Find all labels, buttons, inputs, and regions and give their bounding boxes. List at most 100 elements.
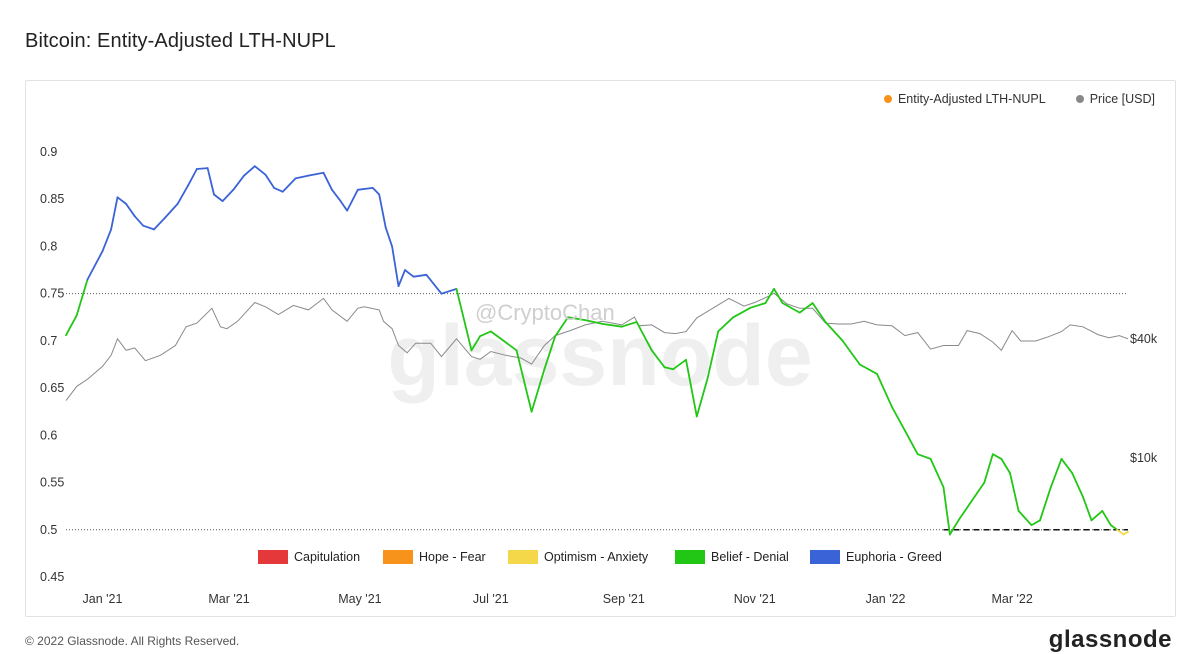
footer-brand-logo: glassnode xyxy=(1048,626,1172,653)
x-tick-label: May '21 xyxy=(338,592,381,606)
nupl-segment xyxy=(891,406,906,432)
nupl-segment xyxy=(153,217,166,231)
x-tick-label: Mar '22 xyxy=(991,592,1032,606)
nupl-segment xyxy=(1030,519,1041,526)
nupl-segment xyxy=(1009,472,1020,512)
nupl-segment xyxy=(1122,530,1129,536)
nupl-segment xyxy=(322,171,333,191)
nupl-segment xyxy=(811,302,827,323)
nupl-segment xyxy=(663,366,675,371)
nupl-segment xyxy=(695,377,709,418)
watermark-handle: @CryptoChan xyxy=(475,300,615,325)
nupl-segment xyxy=(876,372,893,408)
x-tick-label: Sep '21 xyxy=(603,592,645,606)
y-tick-label: 0.55 xyxy=(40,476,64,490)
nupl-segment xyxy=(356,186,374,191)
nupl-segment xyxy=(133,215,145,227)
legend-item-lth-nupl[interactable]: Entity-Adjusted LTH-NUPL xyxy=(883,92,1046,106)
nupl-segment xyxy=(732,306,752,319)
zone-legend-swatch xyxy=(508,550,538,564)
nupl-segment xyxy=(601,322,623,328)
nupl-segment xyxy=(942,486,951,536)
nupl-segment xyxy=(781,302,801,314)
chart-frame xyxy=(25,80,1176,617)
y-tick-label: 0.8 xyxy=(40,239,57,253)
nupl-segment xyxy=(1039,486,1052,522)
nupl-segment xyxy=(273,186,284,193)
nupl-segment xyxy=(929,457,945,489)
nupl-segment xyxy=(1082,495,1093,522)
legend-dot-lth-nupl xyxy=(883,95,892,103)
nupl-segment xyxy=(749,302,767,309)
nupl-segment xyxy=(798,302,814,314)
nupl-segment xyxy=(264,173,276,189)
nupl-segment xyxy=(957,500,973,522)
nupl-segment xyxy=(1090,509,1104,522)
nupl-segment xyxy=(110,196,119,231)
nupl-segment xyxy=(858,363,878,375)
nupl-segment xyxy=(530,368,546,413)
nupl-segment xyxy=(346,188,359,212)
nupl-segment xyxy=(1000,457,1011,475)
nupl-segment xyxy=(635,321,653,352)
y-tick-label: 0.75 xyxy=(40,287,64,301)
copyright-text: © 2022 Glassnode. All Rights Reserved. xyxy=(25,634,240,648)
nupl-segment xyxy=(384,226,394,248)
nupl-segment xyxy=(672,358,687,371)
y-tick-label: 0.7 xyxy=(40,334,57,348)
nupl-segment xyxy=(841,339,861,366)
nupl-segment xyxy=(397,269,406,288)
nupl-segment xyxy=(116,196,127,205)
y-tick-label: 0.85 xyxy=(40,192,64,206)
nupl-segment xyxy=(176,184,190,205)
nupl-segment xyxy=(717,316,735,333)
y-tick-label: 0.45 xyxy=(40,570,64,584)
nupl-segment xyxy=(620,321,638,328)
nupl-segment xyxy=(101,228,112,253)
nupl-segment xyxy=(543,335,557,371)
nupl-segment xyxy=(378,193,387,229)
zone-legend-label: Euphoria - Greed xyxy=(846,550,942,564)
price-line xyxy=(65,292,1129,401)
nupl-segment xyxy=(1116,528,1125,536)
zone-legend-swatch xyxy=(383,550,413,564)
nupl-segment xyxy=(294,174,310,180)
nupl-segment xyxy=(991,453,1003,460)
nupl-segment xyxy=(1071,472,1084,498)
y-tick-label: 0.5 xyxy=(40,523,57,537)
y-tick-label: 0.9 xyxy=(40,145,57,159)
nupl-segment xyxy=(331,188,342,203)
nupl-segment xyxy=(232,174,246,191)
nupl-segment xyxy=(983,453,994,484)
zone-legend-swatch xyxy=(675,550,705,564)
y-right-tick-label: $40k xyxy=(1130,332,1158,346)
zone-legend-swatch xyxy=(258,550,288,564)
nupl-segment xyxy=(489,330,505,342)
series-legend: Entity-Adjusted LTH-NUPL Price [USD] xyxy=(883,92,1155,106)
nupl-segment xyxy=(440,287,458,295)
nupl-segment xyxy=(1017,509,1033,526)
nupl-segment xyxy=(515,349,533,413)
nupl-segment xyxy=(425,273,443,295)
nupl-segment xyxy=(479,330,492,338)
nupl-segment xyxy=(970,481,986,503)
nupl-segment xyxy=(391,245,400,288)
nupl-segment xyxy=(1060,457,1074,475)
page-title: Bitcoin: Entity-Adjusted LTH-NUPL xyxy=(25,30,336,52)
nupl-segment xyxy=(685,358,698,418)
x-tick-label: Jan '22 xyxy=(866,592,906,606)
nupl-segment xyxy=(706,330,720,380)
nupl-segment xyxy=(206,167,215,196)
y-right-tick-label: $10k xyxy=(1130,451,1158,465)
nupl-segment xyxy=(125,202,136,218)
nupl-segment xyxy=(554,316,569,338)
nupl-segment xyxy=(281,177,297,193)
legend-item-price[interactable]: Price [USD] xyxy=(1075,92,1155,106)
nupl-segment xyxy=(824,321,844,342)
nupl-segment xyxy=(243,165,256,177)
x-tick-label: Mar '21 xyxy=(208,592,249,606)
nupl-segment xyxy=(1101,509,1112,526)
nupl-segment xyxy=(567,316,587,322)
nupl-segment xyxy=(163,202,179,220)
